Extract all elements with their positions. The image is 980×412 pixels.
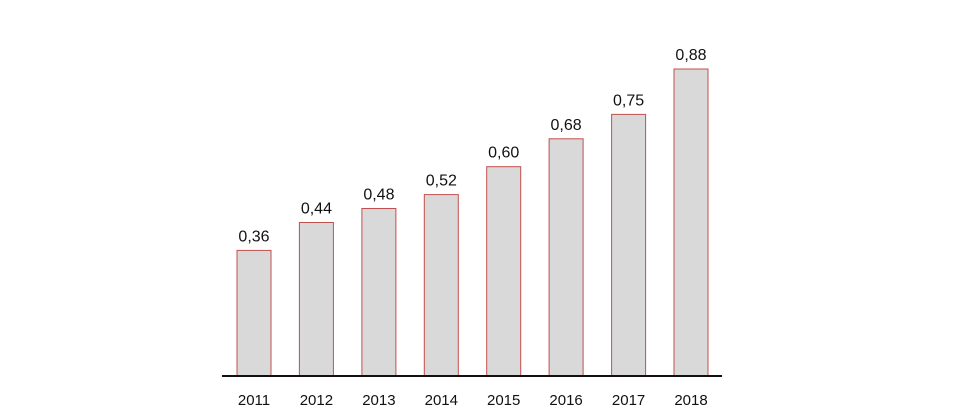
x-tick-labels-group: 2011 2012 2013 2014 2015 2016 2017 2018 [238,392,708,409]
bars-group [236,68,709,377]
value-label-2014: 0,52 [426,173,457,190]
x-tick-label-2011: 2011 [238,392,270,409]
bar-2016 [548,138,584,377]
value-labels-group: 0,36 0,44 0,48 0,52 0,60 0,68 0,75 0,88 [238,47,706,245]
value-label-2011: 0,36 [238,228,269,245]
bar-2015 [486,166,522,377]
value-label-2015: 0,60 [488,145,519,162]
bar-2011 [236,249,272,377]
x-tick-label-2013: 2013 [362,392,395,409]
bar-2013 [361,208,397,377]
x-tick-label-2014: 2014 [425,392,458,409]
x-tick-label-2012: 2012 [300,392,333,409]
x-tick-label-2015: 2015 [487,392,520,409]
value-label-2013: 0,48 [363,187,394,204]
value-label-2016: 0,68 [551,117,582,134]
x-tick-label-2017: 2017 [612,392,645,409]
bar-2012 [298,222,334,377]
bar-2014 [423,194,459,377]
bar-2018 [673,68,709,377]
bar-2017 [611,113,647,377]
x-tick-label-2016: 2016 [549,392,582,409]
x-tick-label-2018: 2018 [674,392,707,409]
value-label-2018: 0,88 [675,47,706,64]
value-label-2017: 0,75 [613,92,644,109]
value-label-2012: 0,44 [301,201,332,218]
